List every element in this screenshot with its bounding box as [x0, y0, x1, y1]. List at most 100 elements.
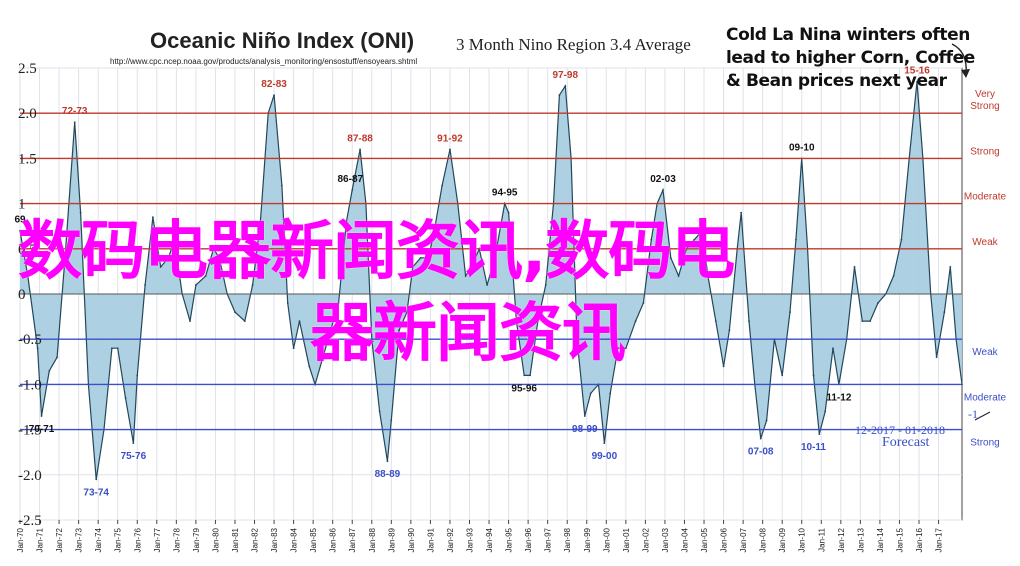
oni-point — [48, 369, 51, 372]
oni-point — [728, 329, 731, 332]
oni-point — [759, 437, 762, 440]
oni-point — [26, 275, 29, 277]
oni-point — [167, 256, 170, 259]
oni-point — [677, 275, 680, 277]
y-tick-label: 0 — [18, 287, 26, 303]
x-tick-label: Jan-78 — [172, 527, 181, 552]
trough-label: 75-76 — [121, 451, 147, 462]
oni-point — [662, 189, 664, 191]
oni-area — [20, 81, 962, 480]
trough-label: 98-99 — [572, 424, 598, 435]
x-tick-label: Jan-07 — [739, 527, 748, 552]
trough-label: 07-08 — [748, 447, 774, 458]
oni-point — [136, 374, 139, 377]
oni-point — [523, 374, 526, 377]
callout-note: Cold La Nina winters often lead to highe… — [726, 24, 975, 93]
oni-point — [558, 94, 561, 97]
source-url: http://www.cpc.ncep.noaa.gov/products/an… — [110, 57, 417, 66]
x-tick-label: Jan-83 — [270, 527, 279, 552]
oni-point — [861, 320, 864, 323]
oni-point — [824, 410, 827, 413]
threshold-label: Moderate — [964, 192, 1007, 203]
x-tick-label: Jan-10 — [798, 527, 807, 552]
x-tick-label: Jan-00 — [602, 527, 611, 552]
oni-point — [537, 320, 539, 323]
x-tick-label: Jan-06 — [720, 527, 729, 552]
peak-label: 94-95 — [492, 188, 518, 199]
oni-point — [669, 256, 672, 259]
overlay-text-line-1: 数码电器新闻资讯,数码电 — [18, 215, 735, 289]
oni-point — [411, 265, 414, 268]
y-tick-label: 1.5 — [18, 151, 37, 167]
trough-label: 99-00 — [592, 451, 618, 462]
callout-arrowhead — [961, 69, 970, 78]
oni-point — [19, 229, 21, 232]
callout-line-2: lead to higher Corn, Coffee — [726, 48, 975, 68]
x-tick-label: Jan-14 — [876, 527, 885, 552]
oni-point — [151, 216, 154, 219]
x-tick-label: Jan-86 — [329, 527, 338, 552]
oni-point — [351, 189, 354, 191]
x-tick-label: Jan-98 — [563, 527, 572, 552]
oni-point — [624, 347, 627, 350]
peak-label: 91-92 — [437, 133, 463, 144]
threshold-label: Strong — [970, 101, 999, 112]
x-tick-label: Jan-88 — [368, 527, 377, 552]
peak-label: 97-98 — [552, 70, 578, 81]
oni-point — [73, 121, 76, 124]
x-tick-label: Jan-05 — [700, 527, 709, 552]
peak-label: 09-10 — [789, 142, 815, 153]
oni-point — [494, 256, 496, 259]
oni-point — [740, 211, 743, 214]
oni-point — [507, 211, 510, 214]
threshold-label: Strong — [970, 438, 999, 449]
overlay-text-line-2: 器新闻资讯 — [310, 297, 626, 371]
oni-point — [124, 397, 127, 399]
threshold-label: Weak — [972, 237, 998, 248]
oni-point — [427, 256, 430, 259]
oni-point — [173, 238, 176, 241]
x-tick-label: Jan-82 — [251, 527, 260, 552]
oni-point — [892, 275, 895, 277]
oni-point — [189, 320, 191, 323]
oni-point — [464, 275, 467, 277]
x-tick-label: Jan-71 — [36, 527, 45, 552]
y-tick-label: 0.5 — [18, 242, 37, 258]
oni-point — [701, 229, 703, 232]
oni-point — [398, 329, 401, 332]
x-tick-label: Jan-80 — [211, 527, 220, 552]
x-tick-label: Jan-97 — [544, 527, 553, 552]
oni-point — [449, 148, 451, 151]
peak-label: 72-73 — [62, 106, 88, 117]
oni-point — [79, 211, 82, 214]
oni-point — [144, 284, 146, 286]
chart-subtitle: 3 Month Nino Region 3.4 Average — [456, 35, 691, 54]
oni-point — [337, 302, 340, 304]
peak-label: 69 — [14, 215, 26, 226]
y-tick-label: 2.5 — [18, 61, 37, 77]
oni-point — [794, 238, 797, 241]
oni-point — [617, 347, 619, 350]
x-tick-label: Jan-95 — [505, 527, 514, 552]
trough-label: 95-96 — [511, 383, 537, 394]
oni-point — [714, 320, 717, 323]
threshold-label: Moderate — [964, 392, 1007, 403]
x-tick-label: Jan-75 — [114, 527, 123, 552]
threshold-label: Very — [975, 89, 995, 100]
oni-point — [36, 347, 39, 350]
oni-point — [949, 265, 952, 268]
oni-point — [110, 347, 113, 350]
oni-point — [529, 374, 531, 377]
peak-label: 87-88 — [347, 133, 373, 144]
x-tick-label: Jan-08 — [759, 527, 768, 552]
oni-point — [419, 256, 422, 259]
forecast-label: Forecast — [882, 435, 930, 450]
forecast-partial-value: -1. — [968, 407, 981, 421]
oni-point — [345, 220, 348, 223]
y-tick-label: -2.0 — [18, 468, 42, 484]
oni-point — [116, 347, 119, 350]
peak-label: 02-03 — [650, 174, 676, 185]
trough-label: 11-12 — [826, 392, 851, 403]
oni-point — [406, 311, 408, 313]
x-tick-label: Jan-79 — [192, 527, 201, 552]
